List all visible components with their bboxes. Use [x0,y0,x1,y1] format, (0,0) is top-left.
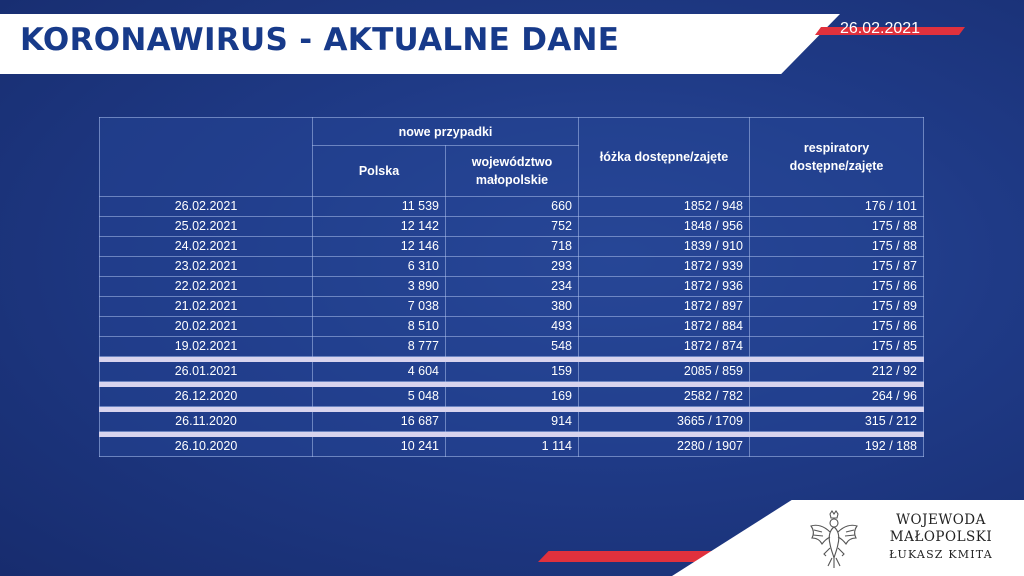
beds-cell: 1872 / 874 [578,336,750,357]
table-row: 26.10.2020 10 241 1 114 2280 / 1907 192 / 18… [99,436,924,457]
beds-cell: 2280 / 1907 [578,436,750,457]
table-row: 26.02.2021 11 539 660 1852 / 948 176 / 101 [99,196,924,217]
table-row: 24.02.2021 12 146 718 1839 / 910 175 / 88 [99,236,924,257]
region-column-header: województwo małopolskie [445,145,579,197]
table-row: 26.01.2021 4 604 159 2085 / 859 212 / 92 [99,361,924,382]
region-cases-cell: 660 [445,196,579,217]
poland-cases-cell: 10 241 [312,436,446,457]
poland-cases-cell: 8 777 [312,336,446,357]
table-row: 22.02.2021 3 890 234 1872 / 936 175 / 86 [99,276,924,297]
respirators-cell: 175 / 86 [749,276,924,297]
beds-cell: 2582 / 782 [578,386,750,407]
region-header-line1: województwo [471,155,553,169]
date-column-header [99,117,313,197]
logo-line-1: WOJEWODA [896,512,986,528]
date-cell: 26.01.2021 [99,361,313,382]
region-cases-cell: 1 114 [445,436,579,457]
table-row: 20.02.2021 8 510 493 1872 / 884 175 / 86 [99,316,924,337]
beds-cell: 1848 / 956 [578,216,750,237]
beds-cell: 1872 / 936 [578,276,750,297]
respirators-header-line2: dostępne/zajęte [789,159,884,173]
date-cell: 23.02.2021 [99,256,313,277]
respirators-cell: 192 / 188 [749,436,924,457]
beds-cell: 1839 / 910 [578,236,750,257]
date-cell: 26.12.2020 [99,386,313,407]
beds-cell: 1872 / 897 [578,296,750,317]
date-cell: 20.02.2021 [99,316,313,337]
bottom-accent-stripe [538,551,750,562]
respirators-cell: 175 / 88 [749,216,924,237]
beds-cell: 1872 / 939 [578,256,750,277]
beds-cell: 2085 / 859 [578,361,750,382]
poland-cases-cell: 5 048 [312,386,446,407]
page-title: KORONAWIRUS - AKTUALNE DANE [20,22,620,58]
poland-cases-cell: 16 687 [312,411,446,432]
respirators-cell: 176 / 101 [749,196,924,217]
region-cases-cell: 169 [445,386,579,407]
logo-line-2: MAŁOPOLSKI [889,529,993,545]
polish-eagle-emblem-icon [810,510,858,568]
poland-cases-cell: 8 510 [312,316,446,337]
respirators-cell: 175 / 89 [749,296,924,317]
date-cell: 25.02.2021 [99,216,313,237]
date-cell: 19.02.2021 [99,336,313,357]
region-cases-cell: 548 [445,336,579,357]
beds-cell: 1872 / 884 [578,316,750,337]
report-date: 26.02.2021 [840,20,921,37]
respirators-column-header: respiratory dostępne/zajęte [749,117,924,197]
table-body: 26.02.2021 11 539 660 1852 / 948 176 / 101 25… [99,196,924,457]
region-cases-cell: 234 [445,276,579,297]
poland-cases-cell: 6 310 [312,256,446,277]
table-row: 19.02.2021 8 777 548 1872 / 874 175 / 85 [99,336,924,357]
region-cases-cell: 159 [445,361,579,382]
date-cell: 24.02.2021 [99,236,313,257]
governor-logo-text: WOJEWODA MAŁOPOLSKI ŁUKASZ KMITA [866,512,1016,563]
logo-line-3: ŁUKASZ KMITA [889,548,993,561]
date-cell: 26.10.2020 [99,436,313,457]
poland-cases-cell: 12 142 [312,216,446,237]
date-cell: 26.02.2021 [99,196,313,217]
table-row: 26.11.2020 16 687 914 3665 / 1709 315 / 212 [99,411,924,432]
region-header-line2: małopolskie [475,173,549,187]
respirators-cell: 175 / 87 [749,256,924,277]
date-cell: 26.11.2020 [99,411,313,432]
poland-column-header: Polska [312,145,446,197]
table-row: 26.12.2020 5 048 169 2582 / 782 264 / 96 [99,386,924,407]
respirators-cell: 264 / 96 [749,386,924,407]
poland-cases-cell: 7 038 [312,296,446,317]
region-cases-cell: 718 [445,236,579,257]
region-cases-cell: 914 [445,411,579,432]
respirators-cell: 315 / 212 [749,411,924,432]
region-cases-cell: 380 [445,296,579,317]
beds-cell: 3665 / 1709 [578,411,750,432]
poland-cases-cell: 3 890 [312,276,446,297]
new-cases-group-header: nowe przypadki [312,117,579,146]
table-row: 25.02.2021 12 142 752 1848 / 956 175 / 88 [99,216,924,237]
respirators-header-line1: respiratory [803,141,870,155]
table-row: 21.02.2021 7 038 380 1872 / 897 175 / 89 [99,296,924,317]
poland-cases-cell: 12 146 [312,236,446,257]
respirators-cell: 175 / 86 [749,316,924,337]
respirators-cell: 175 / 88 [749,236,924,257]
covid-data-table: nowe przypadki łóżka dostępne/zajęte res… [99,117,924,457]
beds-column-header: łóżka dostępne/zajęte [578,117,750,197]
poland-cases-cell: 4 604 [312,361,446,382]
respirators-cell: 212 / 92 [749,361,924,382]
region-cases-cell: 493 [445,316,579,337]
date-cell: 21.02.2021 [99,296,313,317]
region-cases-cell: 293 [445,256,579,277]
table-row: 23.02.2021 6 310 293 1872 / 939 175 / 87 [99,256,924,277]
poland-cases-cell: 11 539 [312,196,446,217]
region-cases-cell: 752 [445,216,579,237]
beds-cell: 1852 / 948 [578,196,750,217]
date-cell: 22.02.2021 [99,276,313,297]
respirators-cell: 175 / 85 [749,336,924,357]
date-accent-stripe [815,27,965,35]
title-banner [0,14,840,74]
